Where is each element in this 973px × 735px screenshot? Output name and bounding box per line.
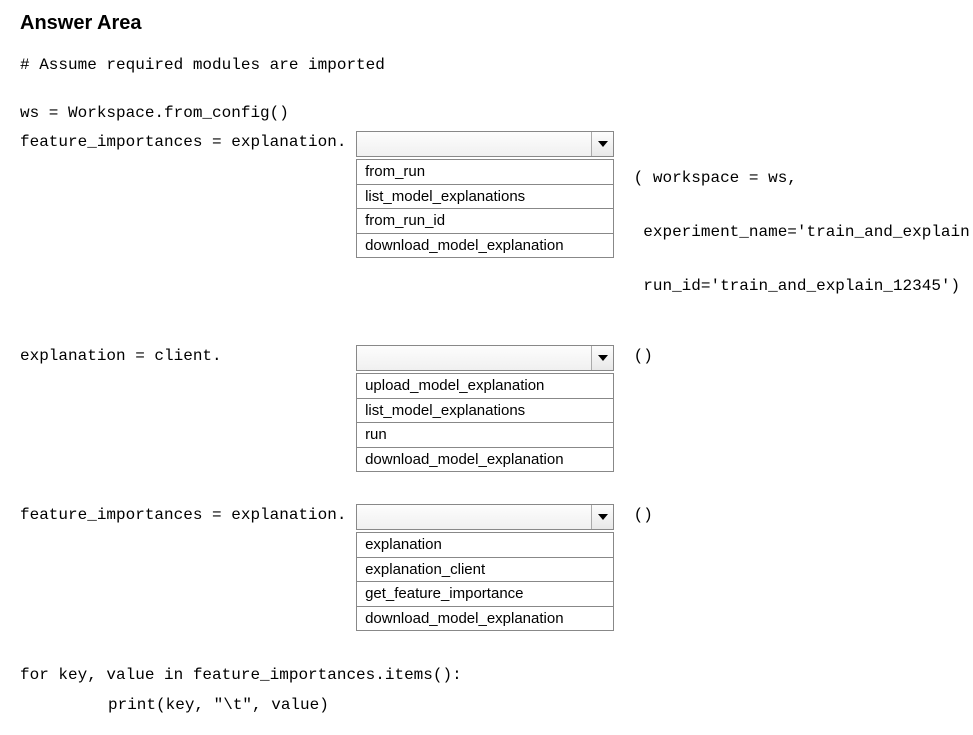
dropdown-arrow-3[interactable] — [591, 505, 613, 529]
option-item[interactable]: list_model_explanations — [357, 184, 613, 209]
dropdown-arrow-1[interactable] — [591, 132, 613, 156]
dropdown-selectbox-2 — [357, 346, 591, 370]
dropdown-selectbox-1 — [357, 132, 591, 156]
chevron-down-icon — [598, 141, 608, 147]
dropdown-group-2: upload_model_explanation list_model_expl… — [356, 345, 614, 472]
option-item[interactable]: upload_model_explanation — [357, 373, 613, 398]
code-right-1-line2: experiment_name='train_and_explain', — [624, 223, 973, 241]
option-item[interactable]: run — [357, 422, 613, 447]
code-ws-line: ws = Workspace.from_config() — [20, 101, 953, 125]
dropdown-select-3[interactable] — [356, 504, 614, 530]
code-print-line: print(key, "\t", value) — [20, 693, 953, 717]
option-list-2: upload_model_explanation list_model_expl… — [356, 373, 614, 472]
option-item[interactable]: download_model_explanation — [357, 447, 613, 472]
option-list-1: from_run list_model_explanations from_ru… — [356, 159, 614, 258]
code-block-3: feature_importances = explanation. expla… — [20, 504, 953, 631]
option-item[interactable]: from_run_id — [357, 208, 613, 233]
code-left-3: feature_importances = explanation. — [20, 504, 356, 524]
code-block-2: explanation = client. upload_model_expla… — [20, 345, 953, 472]
code-right-1-line1: ( workspace = ws, — [624, 169, 973, 187]
code-left-1: feature_importances = explanation. — [20, 131, 356, 151]
dropdown-arrow-2[interactable] — [591, 346, 613, 370]
dropdown-group-3: explanation explanation_client get_featu… — [356, 504, 614, 631]
option-item[interactable]: explanation — [357, 532, 613, 557]
option-item[interactable]: explanation_client — [357, 557, 613, 582]
chevron-down-icon — [598, 355, 608, 361]
option-item[interactable]: get_feature_importance — [357, 581, 613, 606]
page-title: Answer Area — [20, 12, 953, 35]
code-right-1-line3: run_id='train_and_explain_12345') — [624, 277, 973, 295]
code-right-3: () — [614, 504, 653, 524]
option-item[interactable]: list_model_explanations — [357, 398, 613, 423]
dropdown-select-1[interactable] — [356, 131, 614, 157]
chevron-down-icon — [598, 514, 608, 520]
code-for-line: for key, value in feature_importances.it… — [20, 663, 953, 687]
code-right-1: ( workspace = ws, experiment_name='train… — [614, 131, 973, 331]
dropdown-selectbox-3 — [357, 505, 591, 529]
option-item[interactable]: from_run — [357, 159, 613, 184]
option-item[interactable]: download_model_explanation — [357, 606, 613, 631]
code-right-2: () — [614, 345, 653, 365]
option-list-3: explanation explanation_client get_featu… — [356, 532, 614, 631]
code-left-2: explanation = client. — [20, 345, 356, 365]
code-comment-line: # Assume required modules are imported — [20, 53, 953, 77]
dropdown-group-1: from_run list_model_explanations from_ru… — [356, 131, 614, 258]
dropdown-select-2[interactable] — [356, 345, 614, 371]
option-item[interactable]: download_model_explanation — [357, 233, 613, 258]
code-block-1: feature_importances = explanation. from_… — [20, 131, 953, 331]
